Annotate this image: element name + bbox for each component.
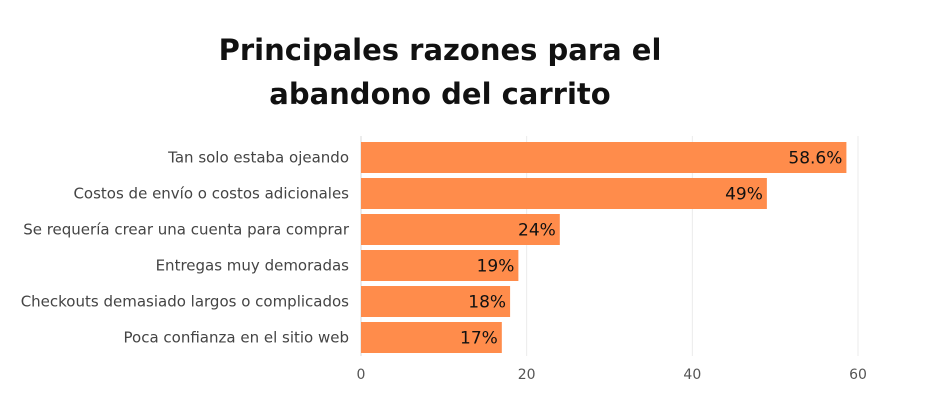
category-label: Poca confianza en el sitio web xyxy=(124,329,349,347)
category-label: Entregas muy demoradas xyxy=(156,257,350,275)
value-label: 49% xyxy=(725,185,763,205)
value-label: 24% xyxy=(518,221,556,241)
x-tick-label: 40 xyxy=(683,367,701,383)
bar xyxy=(361,286,511,317)
label-layer: 0 20 40 60 Tan solo estaba ojeando 58.6% Costo… xyxy=(21,149,867,384)
bar xyxy=(361,250,519,281)
x-tick-label: 60 xyxy=(849,367,867,383)
value-label: 58.6% xyxy=(788,149,842,169)
category-label: Costos de envío o costos adicionales xyxy=(73,185,349,203)
chart-title-line-2: abandono del carrito xyxy=(269,77,611,111)
value-label: 19% xyxy=(477,257,515,277)
bar xyxy=(361,178,767,209)
value-label: 18% xyxy=(468,293,506,313)
chart-title: Principales razones para el abandono del… xyxy=(160,28,720,116)
x-tick-label: 0 xyxy=(357,367,366,383)
bar xyxy=(361,322,502,353)
value-label: 17% xyxy=(460,329,498,349)
category-label: Tan solo estaba ojeando xyxy=(167,149,349,167)
bar xyxy=(361,142,847,173)
bar-layer xyxy=(361,142,847,353)
chart-title-line-1: Principales razones para el xyxy=(218,33,662,67)
bar xyxy=(361,214,560,245)
category-label: Se requería crear una cuenta para compra… xyxy=(23,221,350,239)
x-tick-label: 20 xyxy=(518,367,536,383)
category-label: Checkouts demasiado largos o complicados xyxy=(21,293,349,311)
